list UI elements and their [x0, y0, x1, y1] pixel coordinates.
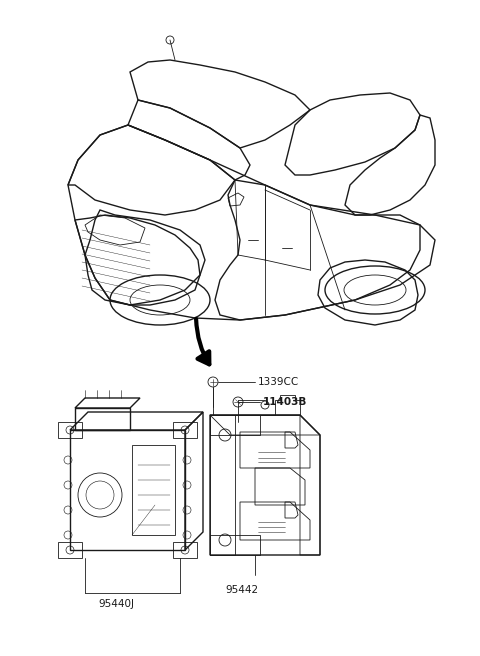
Text: 1339CC: 1339CC — [258, 377, 299, 387]
FancyArrowPatch shape — [196, 319, 209, 364]
Text: 95440J: 95440J — [98, 599, 134, 609]
Text: 11403B: 11403B — [263, 397, 307, 407]
Text: 95442: 95442 — [225, 585, 258, 595]
